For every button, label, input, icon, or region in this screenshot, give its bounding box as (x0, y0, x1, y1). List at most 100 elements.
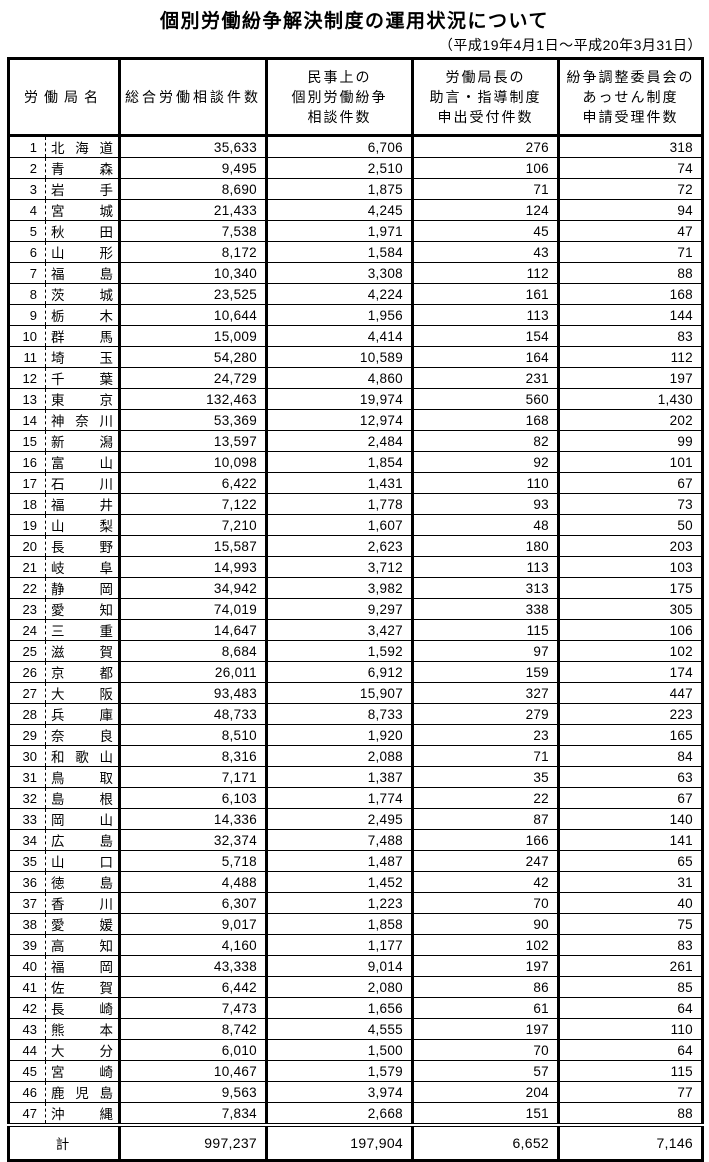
table-row: 38 愛媛 9,017 1,858 90 75 (7, 913, 704, 935)
row-number: 2 (10, 158, 46, 178)
bureau-cell: 15 新潟 (7, 430, 121, 452)
value-cell: 86 (411, 976, 560, 998)
row-number: 21 (10, 557, 46, 577)
value-cell: 10,467 (118, 1060, 268, 1082)
prefecture-name-char: 愛 (51, 603, 65, 618)
row-number: 7 (10, 263, 46, 283)
value-cell: 2,668 (265, 1102, 414, 1126)
row-number: 40 (10, 956, 46, 976)
prefecture-name-char: 高 (51, 939, 65, 954)
prefecture-name-char: 重 (99, 624, 114, 639)
header-line: 申出受付件数 (437, 109, 534, 125)
table-row: 3 岩手 8,690 1,875 71 72 (7, 178, 704, 200)
value-cell: 159 (411, 661, 560, 683)
value-cell: 276 (411, 135, 560, 158)
value-cell: 77 (557, 1081, 704, 1103)
prefecture-name-char: 鹿 (51, 1086, 65, 1101)
row-number: 16 (10, 452, 46, 472)
bureau-cell: 26 京都 (7, 661, 121, 683)
bureau-cell: 40 福岡 (7, 955, 121, 977)
prefecture-name: 三重 (46, 620, 118, 640)
prefecture-name-char: 千 (51, 372, 65, 387)
prefecture-name-char: 城 (99, 204, 114, 219)
prefecture-name: 石川 (46, 473, 118, 493)
prefecture-name-char: 佐 (51, 981, 65, 996)
prefecture-name-char: 新 (51, 435, 65, 450)
prefecture-name-char: 山 (99, 456, 114, 471)
row-number: 47 (10, 1103, 46, 1123)
prefecture-name-char: 玉 (99, 351, 114, 366)
value-cell: 74,019 (118, 598, 268, 620)
value-cell: 40 (557, 892, 704, 914)
table-row: 5 秋田 7,538 1,971 45 47 (7, 220, 704, 242)
prefecture-name-char: 香 (51, 897, 65, 912)
col-header-advice-guidance: 労働局長の 助言・指導制度 申出受付件数 (411, 57, 560, 137)
page-title: 個別労働紛争解決制度の運用状況について (160, 11, 549, 32)
prefecture-name-char: 本 (99, 1023, 114, 1038)
row-number: 18 (10, 494, 46, 514)
row-number: 15 (10, 431, 46, 451)
prefecture-name-char: 青 (51, 162, 65, 177)
table-row: 1 北海道 35,633 6,706 276 318 (7, 135, 704, 158)
value-cell: 70 (411, 1039, 560, 1061)
value-cell: 6,912 (265, 661, 414, 683)
table-row: 19 山梨 7,210 1,607 48 50 (7, 514, 704, 536)
value-cell: 84 (557, 745, 704, 767)
prefecture-name: 福井 (46, 494, 118, 514)
value-cell: 140 (557, 808, 704, 830)
value-cell: 19,974 (265, 388, 414, 410)
bureau-cell-layout: 23 愛知 (10, 599, 118, 619)
value-cell: 7,210 (118, 514, 268, 536)
prefecture-name-char: 田 (99, 225, 114, 240)
row-number: 30 (10, 746, 46, 766)
value-cell: 261 (557, 955, 704, 977)
value-cell: 1,584 (265, 241, 414, 263)
value-cell: 5,718 (118, 850, 268, 872)
value-cell: 1,579 (265, 1060, 414, 1082)
prefecture-name-char: 島 (99, 1086, 114, 1101)
prefecture-name-char: 島 (99, 834, 114, 849)
row-number: 35 (10, 851, 46, 871)
table-row: 31 鳥取 7,171 1,387 35 63 (7, 766, 704, 788)
table-row: 23 愛知 74,019 9,297 338 305 (7, 598, 704, 620)
table-row: 39 高知 4,160 1,177 102 83 (7, 934, 704, 956)
prefecture-name-char: 川 (99, 897, 114, 912)
table-row: 13 東京 132,463 19,974 560 1,430 (7, 388, 704, 410)
value-cell: 560 (411, 388, 560, 410)
table-row: 15 新潟 13,597 2,484 82 99 (7, 430, 704, 452)
value-cell: 90 (411, 913, 560, 935)
value-cell: 87 (411, 808, 560, 830)
prefecture-name-char: 大 (51, 1044, 65, 1059)
bureau-cell-layout: 40 福岡 (10, 956, 118, 976)
value-cell: 8,172 (118, 241, 268, 263)
value-cell: 313 (411, 577, 560, 599)
prefecture-name-char: 鳥 (51, 771, 65, 786)
value-cell: 1,592 (265, 640, 414, 662)
total-value-cell: 7,146 (557, 1123, 704, 1162)
prefecture-name-char: 栃 (51, 309, 65, 324)
value-cell: 8,690 (118, 178, 268, 200)
prefecture-name-char: 福 (51, 267, 65, 282)
value-cell: 24,729 (118, 367, 268, 389)
bureau-cell-layout: 27 大阪 (10, 683, 118, 703)
bureau-cell-layout: 21 岐阜 (10, 557, 118, 577)
bureau-cell-layout: 11 埼玉 (10, 347, 118, 367)
bureau-cell-layout: 15 新潟 (10, 431, 118, 451)
prefecture-name: 長野 (46, 536, 118, 556)
value-cell: 338 (411, 598, 560, 620)
prefecture-name-char: 和 (51, 750, 65, 765)
value-cell: 10,340 (118, 262, 268, 284)
bureau-cell-layout: 44 大分 (10, 1040, 118, 1060)
row-number: 41 (10, 977, 46, 997)
prefecture-name-char: 梨 (99, 519, 114, 534)
value-cell: 7,171 (118, 766, 268, 788)
header-line: 申請受理件数 (582, 109, 679, 125)
bureau-cell: 33 岡山 (7, 808, 121, 830)
prefecture-name-char: 木 (99, 309, 114, 324)
bureau-cell: 34 広島 (7, 829, 121, 851)
total-value-cell: 6,652 (411, 1123, 560, 1162)
bureau-cell: 32 島根 (7, 787, 121, 809)
value-cell: 93 (411, 493, 560, 515)
